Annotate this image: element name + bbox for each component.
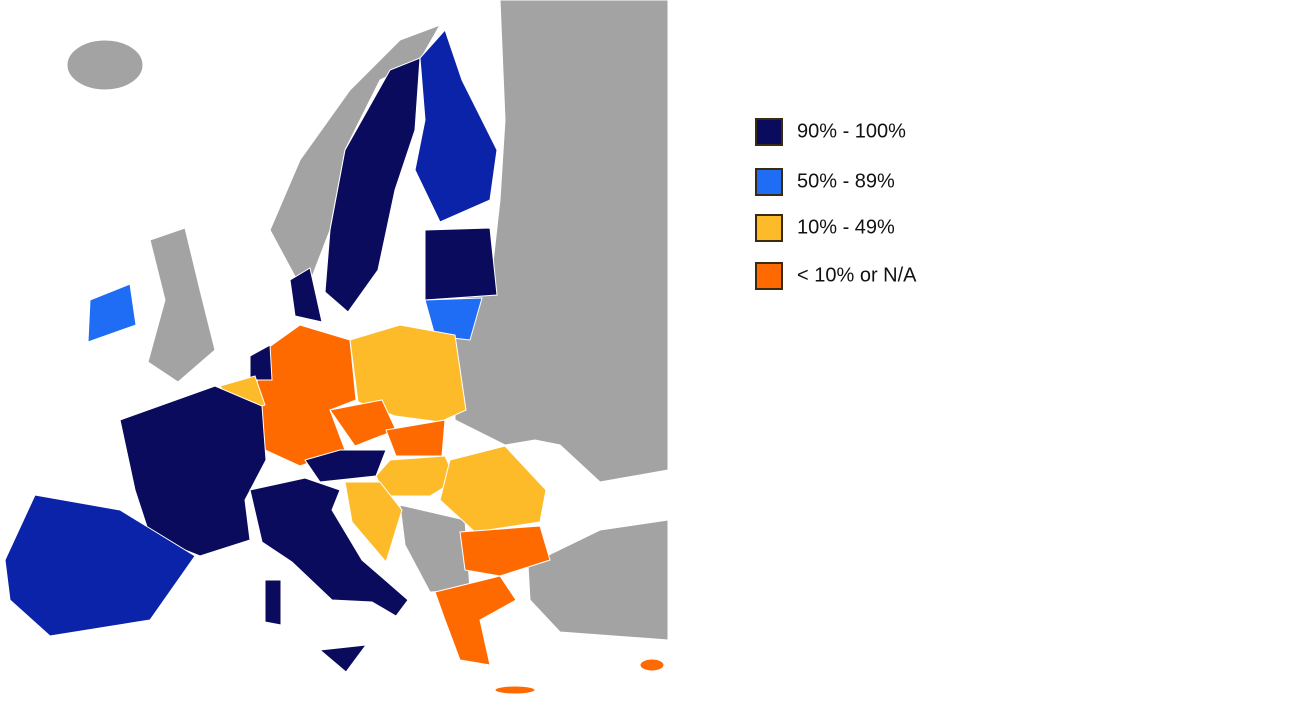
netherlands — [249, 344, 273, 381]
legend-label: < 10% or N/A — [797, 264, 917, 286]
france — [119, 385, 267, 557]
greece — [434, 575, 517, 666]
legend-swatch — [755, 118, 783, 146]
iceland — [66, 39, 144, 91]
cyprus — [639, 658, 665, 672]
legend-label: 10% - 49% — [797, 216, 895, 238]
turkey — [527, 519, 669, 641]
iberia — [4, 494, 196, 637]
uk — [147, 227, 216, 383]
sweden — [324, 57, 421, 313]
italy — [249, 477, 409, 617]
legend-label: 90% - 100% — [797, 120, 906, 142]
sardinia — [264, 579, 282, 626]
legend: 90% - 100% 50% - 89% 10% - 49% < 10% or N/A — [755, 118, 917, 290]
slovakia — [385, 419, 446, 457]
legend-swatch — [755, 214, 783, 242]
crete — [494, 685, 536, 695]
ireland — [87, 283, 137, 343]
denmark — [289, 267, 323, 323]
baltics-north — [424, 227, 498, 301]
lithuania — [424, 297, 483, 341]
croatia — [344, 481, 403, 564]
bulgaria — [459, 525, 551, 577]
hungary — [375, 455, 457, 497]
russia — [454, 0, 669, 483]
austria — [304, 449, 387, 483]
legend-label: 50% - 89% — [797, 170, 895, 192]
romania — [439, 445, 547, 533]
legend-swatch — [755, 168, 783, 196]
sicily — [318, 644, 368, 673]
finland — [414, 29, 498, 223]
map — [4, 0, 669, 695]
legend-swatch — [755, 262, 783, 290]
